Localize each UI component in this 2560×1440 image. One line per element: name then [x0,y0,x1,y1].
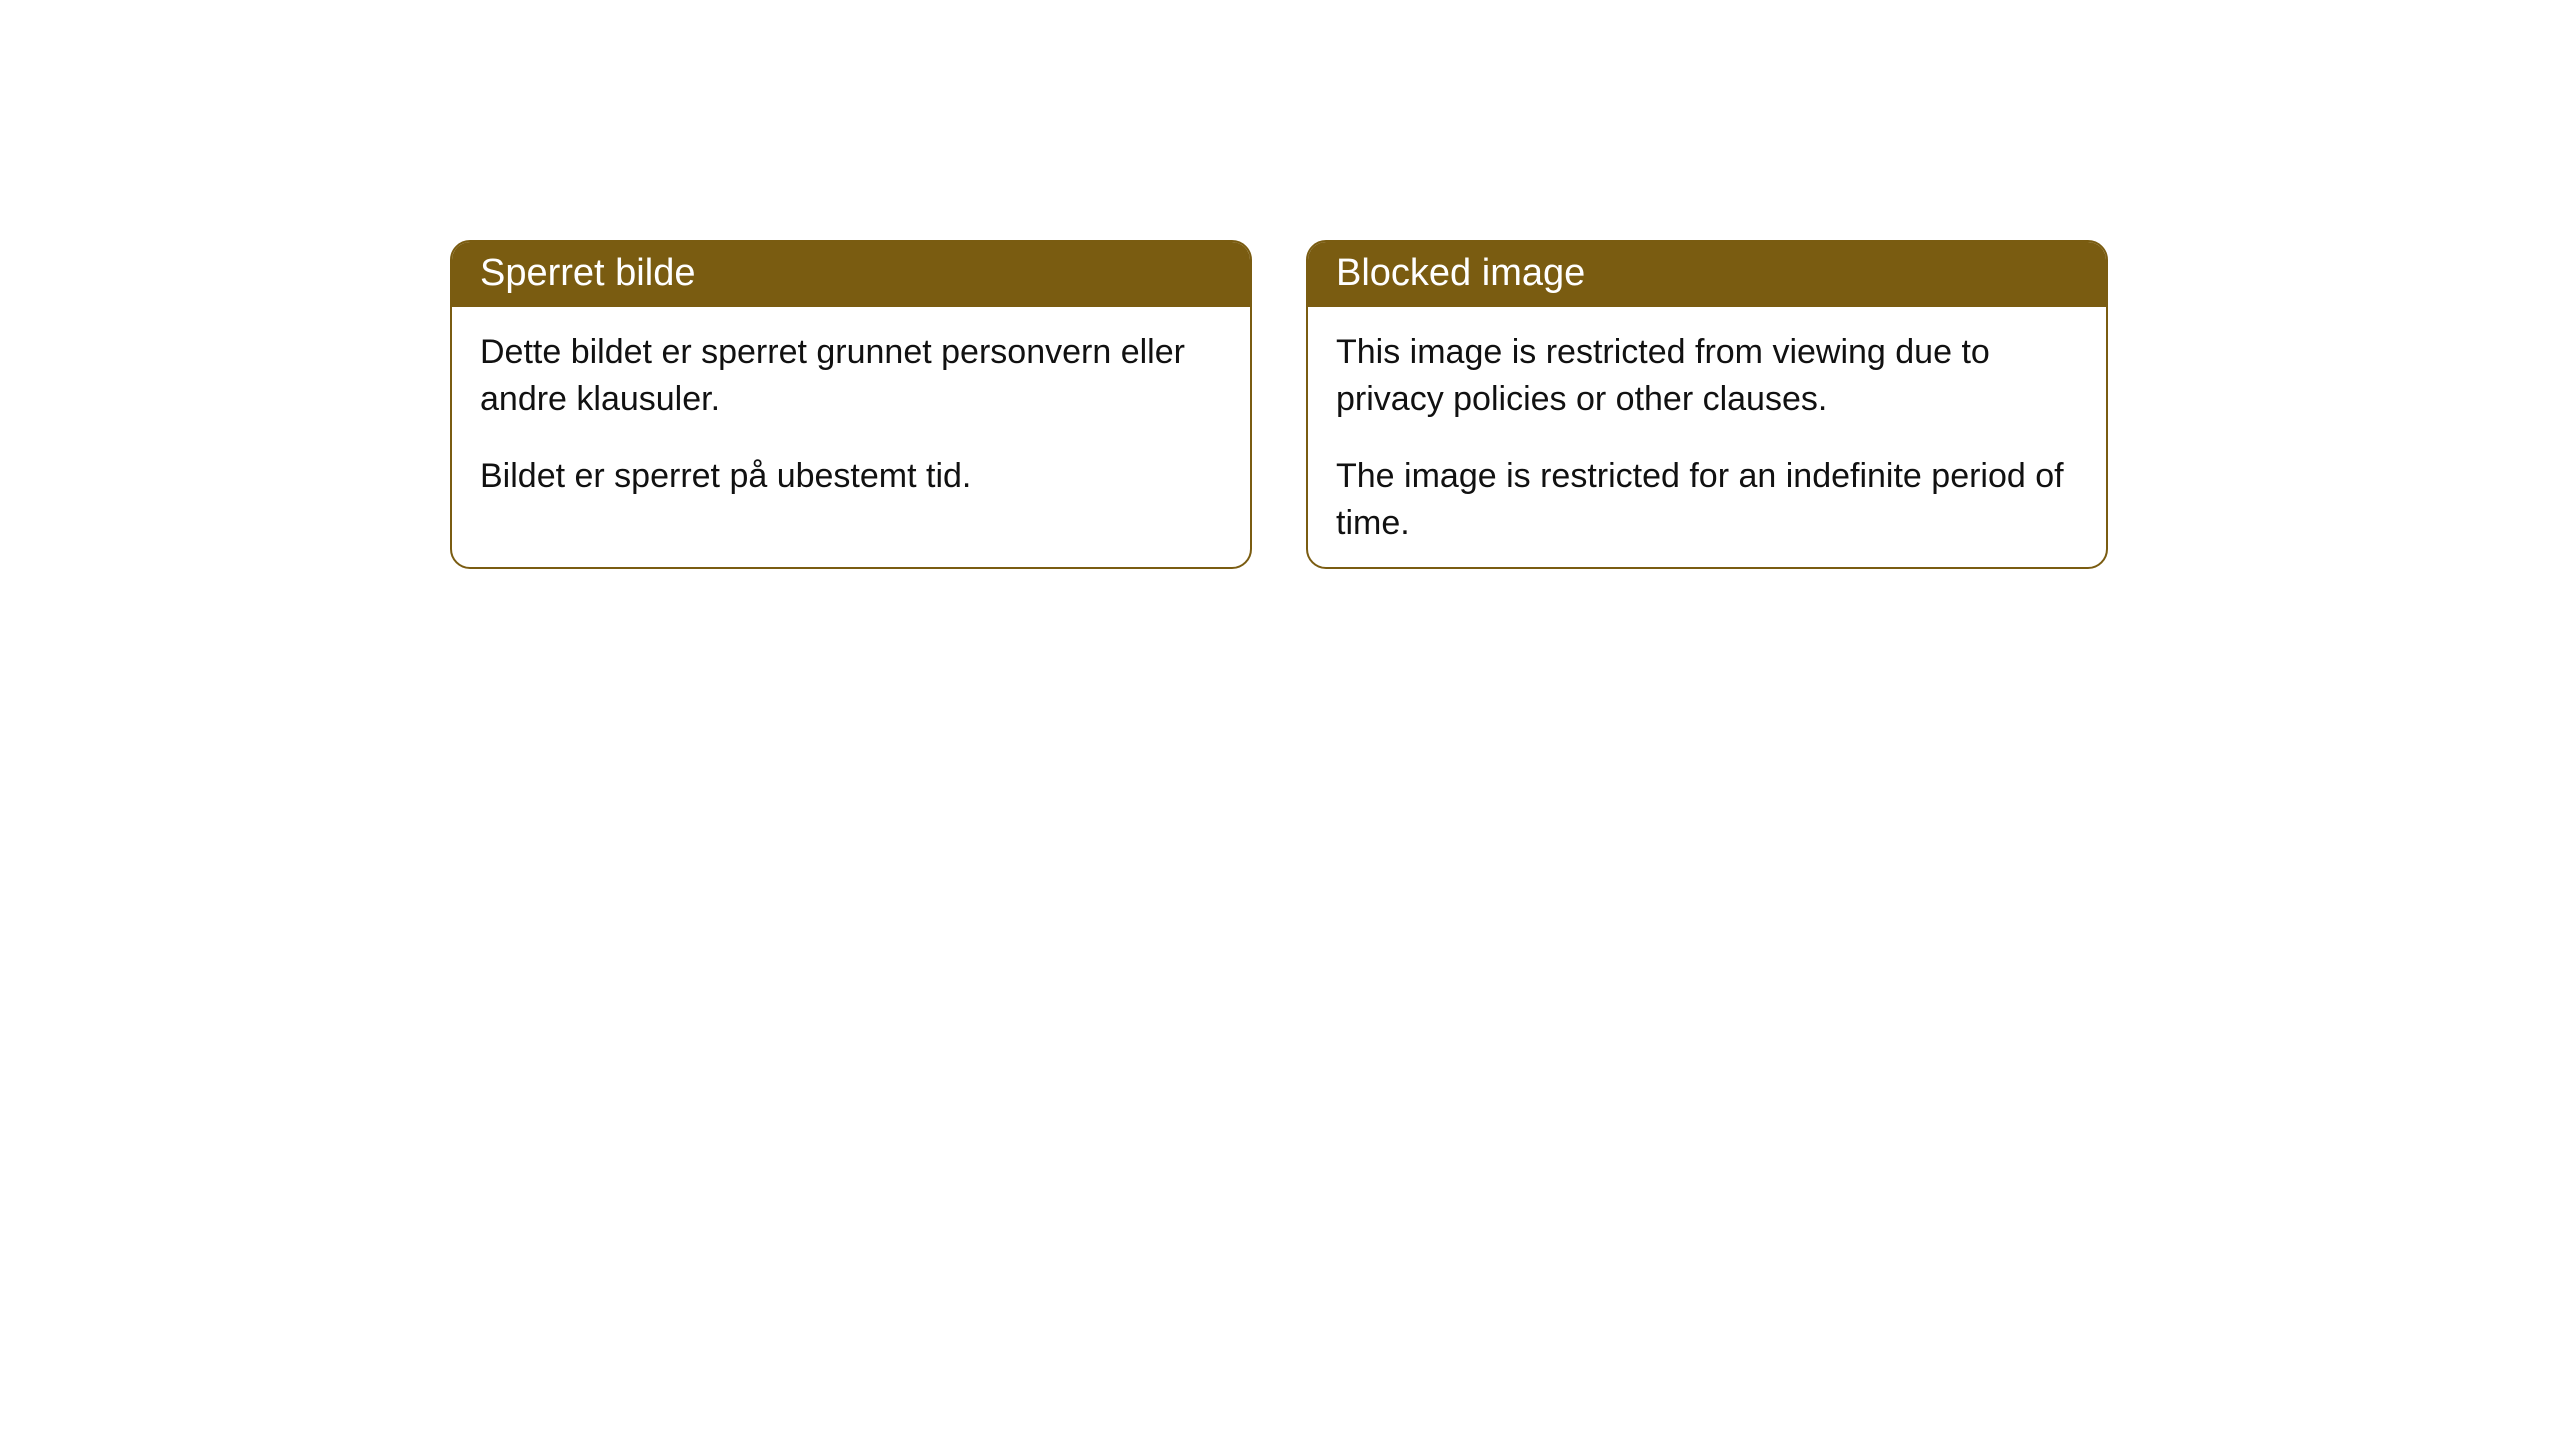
card-body-en: This image is restricted from viewing du… [1308,307,2106,567]
card-paragraph-1-no: Dette bildet er sperret grunnet personve… [480,329,1222,423]
card-body-no: Dette bildet er sperret grunnet personve… [452,307,1250,534]
card-header-en: Blocked image [1308,242,2106,307]
blocked-image-card-no: Sperret bilde Dette bildet er sperret gr… [450,240,1252,569]
blocked-image-card-en: Blocked image This image is restricted f… [1306,240,2108,569]
card-header-no: Sperret bilde [452,242,1250,307]
card-paragraph-2-no: Bildet er sperret på ubestemt tid. [480,453,1222,500]
cards-container: Sperret bilde Dette bildet er sperret gr… [0,0,2560,569]
card-paragraph-2-en: The image is restricted for an indefinit… [1336,453,2078,547]
card-paragraph-1-en: This image is restricted from viewing du… [1336,329,2078,423]
